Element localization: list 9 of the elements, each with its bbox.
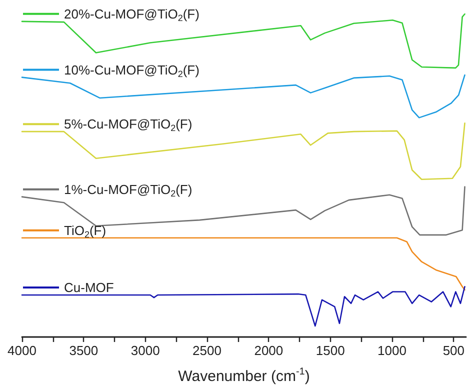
x-tick-label: 1500 — [316, 343, 345, 358]
legend-label: Cu-MOF — [64, 280, 114, 296]
x-tick-label: 4000 — [8, 343, 36, 358]
x-tick-label: 2000 — [254, 343, 284, 358]
x-tick-label: 3000 — [130, 343, 160, 358]
x-tick-label: 1000 — [378, 343, 406, 358]
x-tick-label: 2500 — [192, 343, 222, 358]
x-tick-label: 500 — [442, 343, 465, 358]
x-tick-label: 3500 — [69, 343, 98, 358]
